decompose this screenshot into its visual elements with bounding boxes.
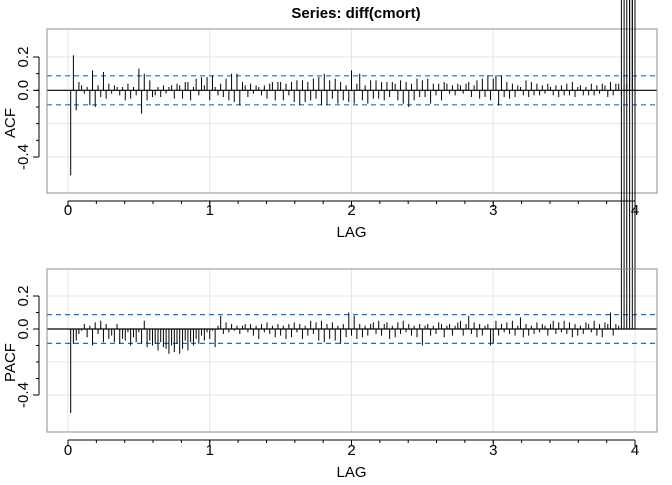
y-tick-label: 0.2: [15, 47, 32, 68]
y-axis-label: ACF: [2, 108, 19, 138]
x-axis-label: LAG: [336, 464, 366, 480]
plot-frame: [46, 268, 658, 433]
y-tick-label: 0.0: [15, 80, 32, 101]
y-tick-label: 0.0: [15, 319, 32, 340]
y-tick-label: -0.4: [15, 144, 32, 170]
x-axis-label: LAG: [336, 224, 366, 241]
x-tick-label: 2: [347, 202, 355, 219]
x-tick-label: 0: [64, 442, 72, 459]
x-tick-label: 1: [206, 442, 214, 459]
x-tick-label: 4: [631, 442, 639, 459]
x-tick-label: 3: [489, 442, 497, 459]
x-tick-label: 2: [347, 442, 355, 459]
y-tick-label: -0.4: [15, 382, 32, 408]
y-tick-label: 0.2: [15, 286, 32, 307]
y-axis-label: PACF: [2, 343, 19, 382]
x-tick-label: 0: [64, 202, 72, 219]
x-tick-label: 1: [206, 202, 214, 219]
plot-frame: [46, 28, 658, 194]
pacf-panel: 0 1 2 3 4 -0.4 0.0 0.2 LAG PACF: [2, 0, 658, 481]
x-tick-label: 3: [489, 202, 497, 219]
chart-title: Series: diff(cmort): [291, 5, 420, 22]
